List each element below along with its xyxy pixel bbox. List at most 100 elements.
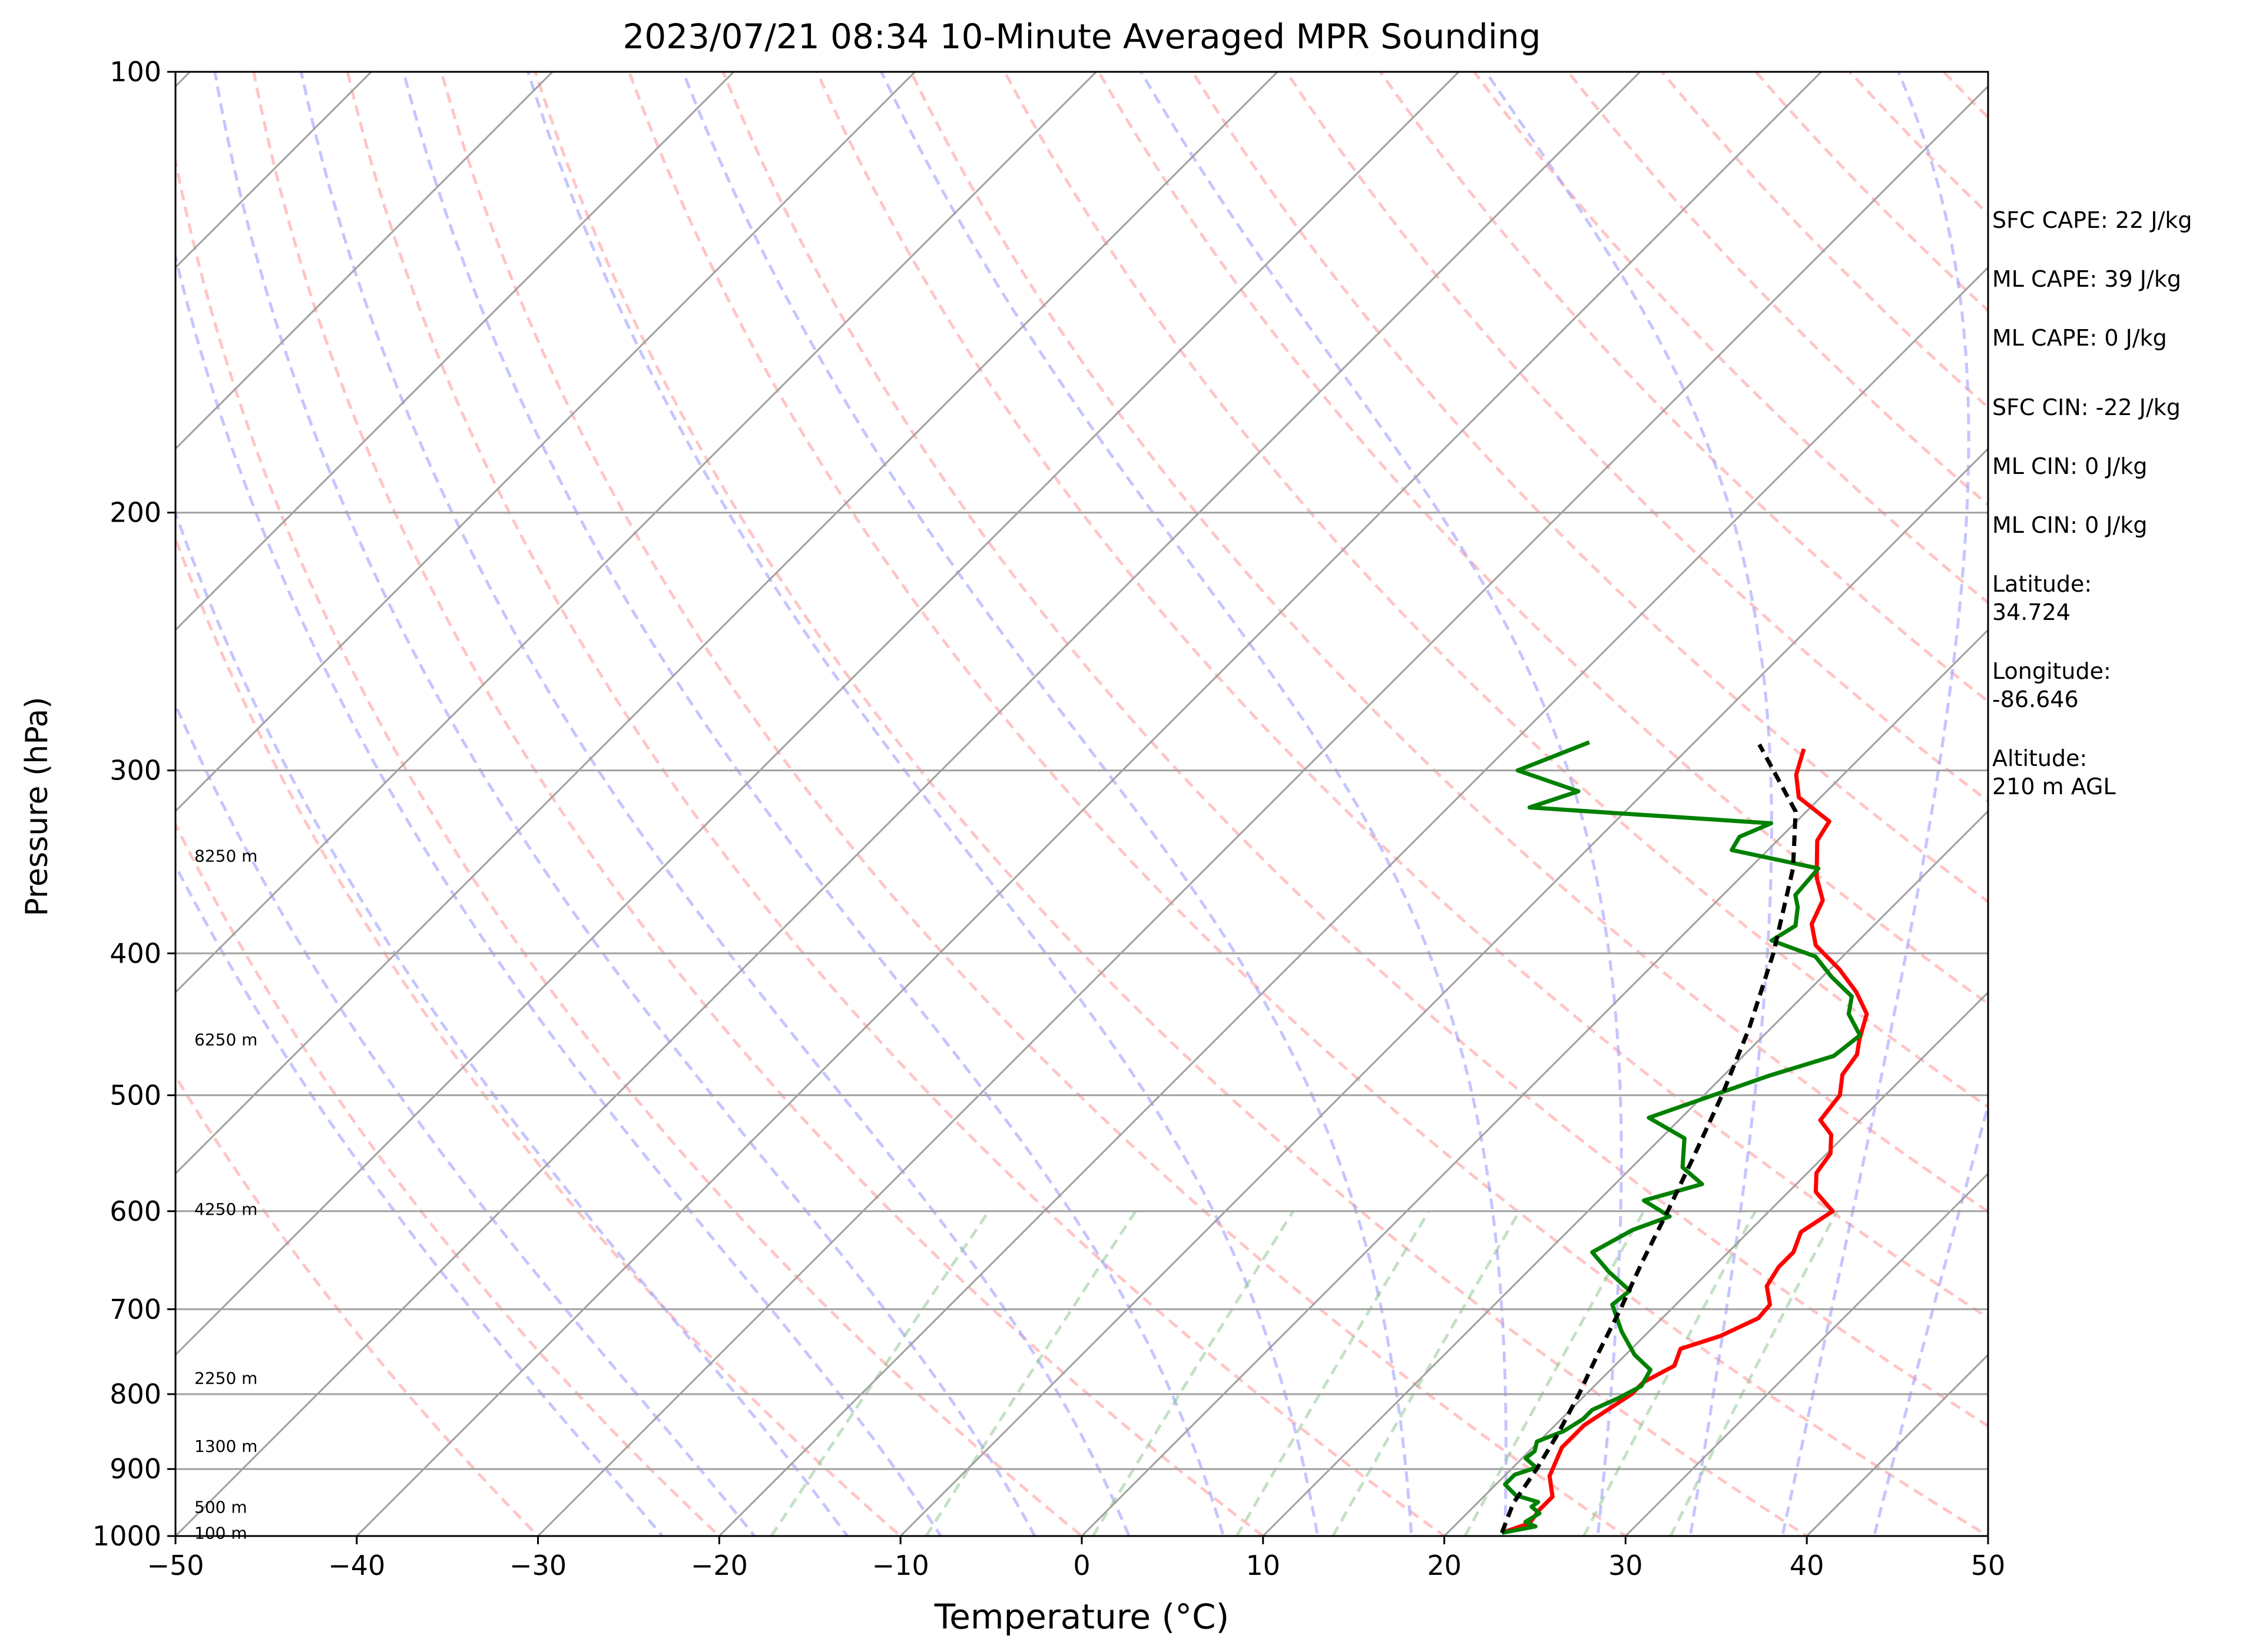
- mixing-ratio-line: [770, 1210, 991, 1536]
- dry-adiabat: [439, 72, 1628, 1536]
- altitude-value: 210 m AGL: [1992, 774, 2116, 800]
- isotherm-line: [536, 85, 1988, 1536]
- longitude-value: -86.646: [1992, 686, 2079, 712]
- dry-adiabat: [1284, 72, 1988, 803]
- moist-adiabat: [402, 72, 1225, 1536]
- dry-adiabat: [175, 154, 1084, 1536]
- dry-adiabat: [1191, 72, 1988, 904]
- x-tick-label: 20: [1427, 1550, 1462, 1581]
- dry-adiabat: [627, 72, 1988, 1536]
- x-axis-ticks: −50 −40 −30 −20 −10 0 10 20 30 40 50: [147, 1536, 2005, 1581]
- temperature-profile-line: [1501, 748, 1869, 1535]
- x-tick-label: −40: [328, 1550, 385, 1581]
- moist-adiabat: [175, 701, 757, 1536]
- dry-adiabat: [534, 72, 1810, 1536]
- y-tick-label: 200: [110, 497, 161, 529]
- background-lines: [175, 72, 1988, 1536]
- isotherm-line: [718, 266, 1988, 1536]
- isotherm-line: [175, 72, 1098, 994]
- height-label: 4250 m: [194, 1200, 257, 1219]
- dry-adiabat: [721, 72, 1988, 1428]
- mixing-ratio-line: [1669, 1210, 1838, 1536]
- dry-adiabat: [909, 72, 1988, 1213]
- dewpoint-profile-line: [1501, 740, 1862, 1535]
- y-tick-label: 400: [110, 937, 161, 969]
- moist-adiabat: [175, 250, 943, 1536]
- info-panel: SFC CAPE: 22 J/kg ML CAPE: 39 J/kg ML CA…: [1992, 206, 2240, 801]
- sfc-cape-text: SFC CAPE: 22 J/kg: [1992, 207, 2192, 233]
- moist-adiabat: [1781, 72, 1970, 1536]
- height-labels: 100 m 500 m 1300 m 2250 m 4250 m 6250 m 8250 m: [194, 846, 257, 1542]
- mixing-ratio-line: [1091, 1210, 1295, 1536]
- mixing-ratio-line: [1235, 1210, 1430, 1536]
- dry-adiabat: [175, 1073, 541, 1536]
- y-tick-label: 100: [110, 56, 161, 88]
- moist-adiabat: [213, 72, 1037, 1536]
- sfc-cin-text: SFC CIN: -22 J/kg: [1992, 394, 2181, 420]
- latitude-label: Latitude:: [1992, 571, 2092, 597]
- height-label: 2250 m: [194, 1369, 257, 1388]
- dry-adiabat: [1378, 72, 1988, 704]
- dry-adiabat: [815, 72, 1988, 1320]
- isotherm-line: [1261, 810, 1988, 1536]
- y-tick-label: 700: [110, 1293, 161, 1325]
- x-tick-label: 40: [1790, 1550, 1824, 1581]
- isotherm-line: [175, 72, 373, 269]
- plot-frame: [174, 71, 1989, 1537]
- y-axis-ticks: 1000 900 800 700 600 500 400 300 200 100: [92, 56, 175, 1552]
- isotherm-line: [175, 72, 554, 450]
- height-label: 100 m: [194, 1524, 247, 1543]
- y-tick-label: 800: [110, 1378, 161, 1410]
- y-tick-label: 500: [110, 1079, 161, 1111]
- ml-cin-text: ML CIN: 0 J/kg: [1992, 453, 2148, 479]
- y-tick-label: 900: [110, 1453, 161, 1485]
- dry-adiabat: [252, 72, 1266, 1536]
- moist-adiabat: [526, 72, 1320, 1536]
- moist-adiabat: [1485, 72, 1773, 1536]
- moist-adiabat: [681, 72, 1413, 1536]
- height-label: 8250 m: [194, 846, 257, 865]
- height-label: 1300 m: [194, 1437, 257, 1456]
- longitude-label: Longitude:: [1992, 658, 2111, 684]
- isotherm-line: [1624, 1172, 1988, 1536]
- mixing-ratio-line: [1582, 1210, 1757, 1536]
- altitude-label: Altitude:: [1992, 745, 2088, 771]
- x-tick-label: −50: [147, 1550, 204, 1581]
- isotherm-line: [899, 447, 1988, 1536]
- x-tick-label: −10: [872, 1550, 929, 1581]
- moist-adiabat: [299, 72, 1131, 1536]
- isobar-gridlines: [175, 72, 1988, 1536]
- y-tick-label: 600: [110, 1195, 161, 1227]
- dry-adiabat: [1097, 72, 1988, 1006]
- isotherm-line: [1080, 628, 1988, 1536]
- ml-cape-text: ML CAPE: 0 J/kg: [1992, 325, 2167, 351]
- moist-adiabat: [1139, 72, 1623, 1536]
- isotherm-line: [175, 72, 1642, 1536]
- isotherm-line: [175, 72, 736, 632]
- y-tick-label: 300: [110, 755, 161, 787]
- x-tick-label: 50: [1971, 1550, 2006, 1581]
- isotherm-line: [1443, 991, 1988, 1536]
- isotherm-line: [175, 72, 916, 812]
- y-axis-label: Pressure (hPa): [19, 697, 55, 917]
- ml-cin-text: ML CIN: 0 J/kg: [1992, 512, 2148, 538]
- moist-adiabat: [175, 508, 849, 1536]
- dry-adiabat: [175, 821, 722, 1536]
- latitude-value: 34.724: [1992, 599, 2071, 625]
- mixing-ratio-line: [925, 1210, 1137, 1536]
- moist-adiabat: [880, 72, 1508, 1536]
- chart-title: 2023/07/21 08:34 10-Minute Averaged MPR …: [622, 16, 1541, 57]
- sounding-profiles: [1500, 740, 1869, 1535]
- x-tick-label: −30: [509, 1550, 567, 1581]
- parcel-profile-line: [1500, 743, 1798, 1534]
- x-tick-label: 30: [1608, 1550, 1643, 1581]
- isotherm-line: [175, 72, 1279, 1175]
- x-tick-label: −20: [691, 1550, 748, 1581]
- isotherm-line: [355, 72, 1823, 1536]
- y-tick-label: 1000: [92, 1520, 161, 1552]
- height-label: 6250 m: [194, 1030, 257, 1050]
- isotherm-line: [175, 72, 1460, 1356]
- moist-adiabat: [175, 862, 665, 1536]
- dry-adiabat: [1003, 72, 1988, 1109]
